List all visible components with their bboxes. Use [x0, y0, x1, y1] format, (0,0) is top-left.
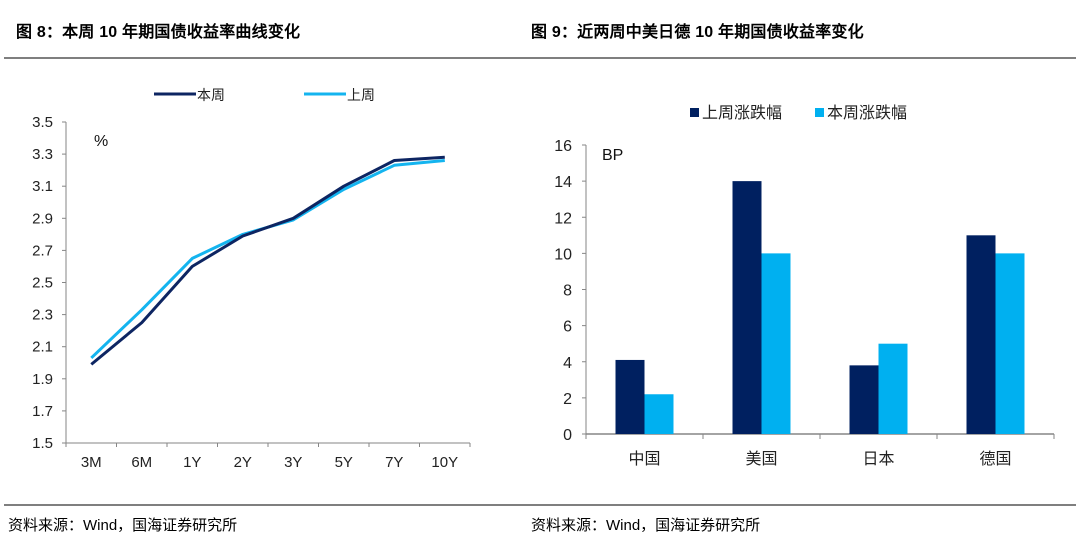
legend-label: 上周: [347, 87, 375, 103]
figure-9-title: 图 9：近两周中美日德 10 年期国债收益率变化: [531, 24, 864, 41]
y-tick-label: 2.5: [32, 275, 53, 292]
y-tick-label: 3.5: [32, 114, 53, 131]
y-tick-label: 0: [563, 427, 572, 444]
x-tick-label: 德国: [979, 450, 1011, 468]
bar-last-week: [615, 359, 645, 434]
x-tick-label: 7Y: [385, 454, 403, 471]
y-tick-label: 14: [554, 174, 572, 191]
legend-swatch-this-week: [815, 108, 824, 117]
x-tick-label: 10Y: [431, 454, 458, 471]
yield-curve-line-chart: 本周 上周 1.5 1.7 1.9 2.1 2.3 2.5 2.7 2.9 3.1 3.3 3.5 3M…: [32, 87, 471, 471]
legend-label: 上周涨跌幅: [702, 104, 782, 122]
line-chart-axes: 1.5 1.7 1.9 2.1 2.3 2.5 2.7 2.9 3.1 3.3 3.5 3M 6M 1Y 2…: [32, 114, 471, 471]
series-line-this-week: [90, 155, 445, 366]
y-tick-label: 10: [554, 246, 572, 263]
y-tick-label: 2.1: [32, 339, 53, 356]
y-tick-label: 2.7: [32, 242, 53, 259]
y-tick-label: 3.1: [32, 178, 53, 195]
y-tick-label: 16: [554, 138, 572, 155]
bar-last-week: [966, 235, 996, 434]
x-tick-label: 日本: [862, 450, 894, 468]
bar-this-week: [995, 253, 1025, 434]
figure-8-title: 图 8：本周 10 年期国债收益率曲线变化: [16, 24, 301, 41]
x-tick-label: 中国: [628, 450, 660, 468]
y-tick-label: 3.3: [32, 146, 53, 163]
y-tick-label: 12: [554, 210, 572, 227]
bar-chart-legend: 上周涨跌幅 本周涨跌幅: [690, 104, 907, 122]
x-tick-label: 3M: [81, 454, 102, 471]
legend-label: 本周涨跌幅: [827, 104, 907, 122]
y-tick-label: 1.5: [32, 435, 53, 452]
figure-9-source: 资料来源：Wind，国海证券研究所: [531, 517, 761, 534]
bar-this-week: [761, 253, 791, 434]
top-divider: [4, 57, 1076, 59]
bar-this-week: [878, 343, 908, 434]
y-tick-label: 1.9: [32, 371, 53, 388]
x-tick-label: 6M: [131, 454, 152, 471]
bottom-divider: [4, 504, 1076, 506]
bar-last-week: [849, 365, 879, 434]
legend-swatch-last-week: [690, 108, 699, 117]
x-tick-label: 1Y: [183, 454, 201, 471]
bar-this-week: [644, 394, 674, 434]
bar-last-week: [732, 181, 762, 434]
y-tick-label: 2.9: [32, 210, 53, 227]
y-tick-label: 4: [563, 355, 572, 372]
yield-change-bar-chart: 上周涨跌幅 本周涨跌幅 0 2 4 6 8 10 12 14 16 中国 美国 日本 德国 BP: [554, 104, 1055, 468]
x-tick-label: 2Y: [234, 454, 252, 471]
x-tick-label: 美国: [745, 450, 777, 468]
bar-chart-bars: [615, 181, 1025, 434]
y-tick-label: 2.3: [32, 307, 53, 324]
y-unit-label: BP: [602, 147, 623, 164]
legend-label: 本周: [197, 87, 225, 103]
line-chart-legend: 本周 上周: [154, 87, 375, 103]
bar-chart-axes: 0 2 4 6 8 10 12 14 16 中国 美国 日本 德国 BP: [554, 138, 1055, 468]
x-tick-label: 5Y: [335, 454, 353, 471]
y-tick-label: 2: [563, 391, 572, 408]
y-tick-label: 1.7: [32, 403, 53, 420]
figure-8-source: 资料来源：Wind，国海证券研究所: [8, 517, 238, 534]
line-chart-series: [90, 155, 445, 366]
x-tick-label: 3Y: [284, 454, 302, 471]
y-tick-label: 8: [563, 283, 572, 300]
y-unit-label: %: [94, 133, 108, 150]
y-tick-label: 6: [563, 319, 572, 336]
